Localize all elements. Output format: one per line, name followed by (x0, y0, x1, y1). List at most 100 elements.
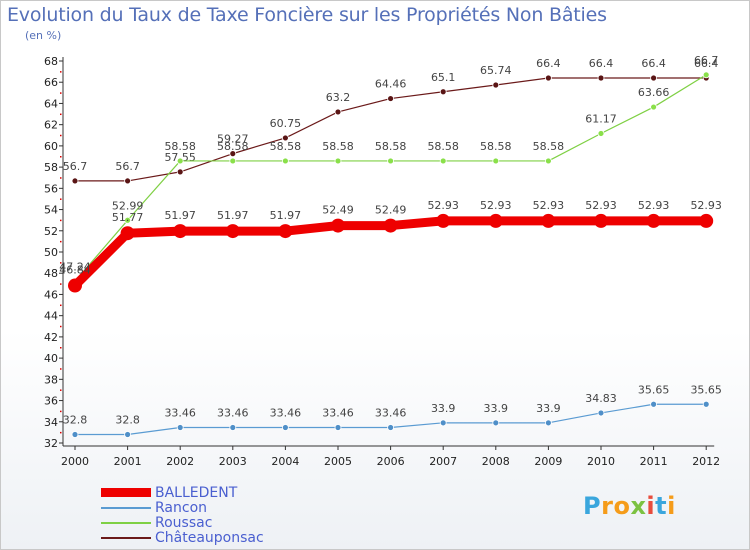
data-point-rancon (281, 424, 289, 431)
legend: BALLEDENT Rancon Roussac Châteauponsac (101, 484, 264, 546)
y-tick-label: 42 (44, 331, 58, 344)
data-point-chteauponsac (387, 95, 395, 102)
data-point-chteauponsac (492, 81, 500, 89)
data-point-balledent (120, 226, 135, 241)
y-minor-tick (60, 368, 62, 370)
data-label-rancon: 33.9 (484, 402, 509, 415)
y-tick-label: 50 (44, 246, 58, 259)
data-label-balledent: 51.97 (270, 209, 302, 222)
data-point-roussac (702, 71, 710, 79)
data-point-balledent (278, 224, 293, 239)
legend-label: BALLEDENT (155, 484, 238, 501)
data-label-rancon: 32.8 (63, 414, 88, 427)
data-point-chteauponsac (176, 168, 184, 176)
logo-letter: P (583, 492, 602, 520)
data-point-rancon (650, 400, 657, 408)
data-label-balledent: 52.93 (533, 199, 565, 212)
logo-letter: t (655, 492, 668, 520)
y-tick-label: 34 (44, 416, 58, 429)
y-minor-tick (60, 219, 62, 222)
data-point-rancon (71, 431, 79, 438)
data-point-balledent (436, 213, 451, 228)
y-minor-tick (60, 304, 62, 307)
legend-item: Roussac (101, 515, 264, 531)
data-label-rancon: 34.83 (585, 392, 617, 405)
data-point-rancon (439, 419, 447, 427)
data-label-balledent: 52.93 (427, 199, 459, 212)
data-label-roussac: 58.58 (217, 140, 249, 153)
y-minor-tick (60, 283, 62, 285)
data-point-balledent (594, 213, 608, 228)
y-tick-label: 52 (44, 225, 58, 238)
legend-label: Châteauponsac (155, 529, 264, 546)
x-tick-label: 2007 (429, 455, 457, 468)
y-minor-tick (60, 156, 62, 158)
x-tick-label: 2010 (587, 455, 615, 468)
data-label-rancon: 33.9 (536, 402, 561, 415)
data-point-rancon (702, 400, 710, 408)
logo-letter: r (601, 492, 614, 520)
data-point-chteauponsac (597, 74, 605, 82)
y-tick-label: 36 (44, 395, 58, 408)
y-minor-tick (60, 262, 62, 264)
x-tick-label: 2001 (114, 455, 142, 468)
x-tick-label: 2000 (61, 455, 89, 468)
x-tick-label: 2012 (692, 455, 720, 468)
data-point-balledent (646, 213, 661, 228)
legend-item: Châteauponsac (101, 529, 264, 546)
data-point-roussac (229, 157, 237, 165)
x-tick-label: 2011 (640, 455, 668, 468)
data-point-chteauponsac (281, 134, 289, 142)
y-minor-tick (60, 325, 62, 328)
data-label-rancon: 35.65 (690, 383, 722, 396)
data-point-roussac (176, 157, 184, 165)
x-tick-label: 2002 (166, 455, 194, 468)
data-label-roussac: 58.58 (480, 140, 512, 153)
data-point-balledent (331, 218, 345, 233)
data-point-balledent (68, 278, 82, 293)
data-point-roussac (597, 130, 605, 137)
data-point-rancon (229, 424, 237, 431)
data-label-chteauponsac: 65.74 (480, 64, 512, 77)
data-point-roussac (334, 157, 342, 165)
data-label-chteauponsac: 56.7 (115, 160, 140, 173)
y-unit-label: (en %) (25, 29, 62, 42)
chart-title: Evolution du Taux de Taxe Foncière sur l… (7, 4, 607, 26)
y-tick-label: 32 (44, 437, 58, 450)
y-minor-tick (60, 134, 62, 137)
data-point-chteauponsac (439, 88, 447, 96)
legend-swatch (101, 506, 151, 509)
data-label-rancon: 33.46 (322, 407, 354, 420)
data-label-roussac: 47.24 (59, 260, 91, 273)
data-label-roussac: 63.66 (638, 86, 670, 99)
data-point-balledent (699, 213, 714, 228)
data-label-roussac: 58.58 (322, 140, 354, 153)
data-label-chteauponsac: 66.4 (641, 57, 666, 70)
data-label-roussac: 66.7 (694, 54, 719, 67)
data-label-balledent: 52.49 (322, 204, 354, 217)
data-label-balledent: 51.77 (112, 211, 144, 224)
data-point-roussac (387, 157, 395, 165)
data-label-roussac: 58.58 (533, 140, 565, 153)
data-point-chteauponsac (229, 150, 237, 158)
data-point-chteauponsac (334, 108, 342, 116)
data-point-roussac (650, 103, 657, 111)
logo-letter: x (630, 492, 647, 520)
y-minor-tick (60, 92, 62, 94)
logo-letter: i (667, 492, 676, 520)
data-label-chteauponsac: 59.27 (217, 133, 249, 146)
data-label-chteauponsac: 56.7 (63, 160, 88, 173)
data-point-roussac (281, 157, 289, 165)
data-label-rancon: 33.46 (164, 407, 196, 420)
data-label-balledent: 46.84 (59, 264, 91, 277)
data-label-roussac: 58.58 (375, 140, 407, 153)
data-label-chteauponsac: 66.4 (536, 57, 561, 70)
data-point-rancon (334, 424, 342, 431)
data-point-balledent (173, 224, 188, 239)
data-label-chteauponsac: 64.46 (375, 78, 407, 91)
y-tick-label: 60 (44, 140, 58, 153)
data-point-balledent (225, 224, 240, 239)
